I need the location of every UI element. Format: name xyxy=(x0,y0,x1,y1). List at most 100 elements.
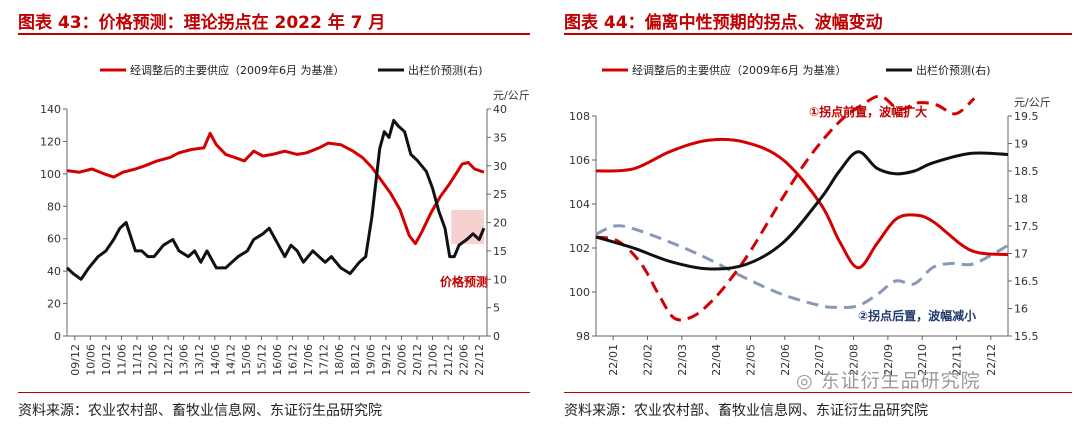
right-source-rule xyxy=(564,392,1072,393)
right-title-rule xyxy=(564,33,1072,35)
left-y-tick-label: 40 xyxy=(47,265,61,278)
left-y-tick-label: 20 xyxy=(47,298,61,311)
right-y2-tick-label: 17 xyxy=(1014,248,1028,261)
right-series-line-price-dashed xyxy=(595,224,1009,309)
right-x-tick-label: 22/08 xyxy=(848,344,861,376)
left-x-tick-label: 14/12 xyxy=(224,344,237,376)
left-chart-title: 图表 43：价格预测：理论拐点在 2022 年 7 月 xyxy=(18,13,386,33)
right-legend-label-price: 出栏价预测(右) xyxy=(916,63,991,77)
right-x-tick-label: 22/02 xyxy=(642,344,655,376)
right-x-tick-label: 22/05 xyxy=(745,344,758,376)
right-series-line-price xyxy=(595,150,1009,271)
left-y2-tick-label: 35 xyxy=(493,131,507,144)
left-x-tick-label: 11/12 xyxy=(131,344,144,376)
right-y-tick-label: 100 xyxy=(569,286,590,299)
left-y2-tick-label: 25 xyxy=(493,188,507,201)
left-x-tick-label: 18/12 xyxy=(349,344,362,376)
left-title-rule xyxy=(18,33,530,35)
left-x-tick-label: 09/12 xyxy=(69,344,82,376)
right-source-note: 资料来源：农业农村部、畜牧业信息网、东证衍生品研究院 xyxy=(564,403,928,419)
left-x-tick-label: 12/06 xyxy=(147,344,160,376)
left-right-axis-unit: 元/公斤 xyxy=(493,89,530,102)
left-y2-tick-label: 30 xyxy=(493,160,507,173)
left-x-tick-label: 16/06 xyxy=(271,344,284,376)
left-source-note: 资料来源：农业农村部、畜牧业信息网、东证衍生品研究院 xyxy=(18,403,382,419)
right-y-tick-label: 108 xyxy=(569,110,590,123)
right-chart-panel: 图表 44：偏离中性预期的拐点、波幅变动 经调整后的主要供应（2009年6月 为… xyxy=(546,0,1080,428)
left-chart-panel: 图表 43：价格预测：理论拐点在 2022 年 7 月 经调整后的主要供应（20… xyxy=(0,0,538,428)
left-series-line-supply xyxy=(66,131,485,246)
right-y2-tick-label: 19 xyxy=(1014,138,1028,151)
left-legend-label-supply: 经调整后的主要供应（2009年6月 为基准） xyxy=(130,63,345,77)
left-y2-tick-label: 5 xyxy=(493,302,500,315)
right-x-tick-label: 22/06 xyxy=(779,344,792,376)
left-y2-tick-label: 20 xyxy=(493,217,507,230)
watermark: ◎ 东证衍生品研究院 xyxy=(796,366,981,393)
right-y-tick-label: 106 xyxy=(569,154,590,167)
left-x-tick-label: 19/12 xyxy=(380,344,393,376)
right-y2-tick-label: 15.5 xyxy=(1014,330,1039,343)
left-x-tick-label: 17/12 xyxy=(318,344,331,376)
left-x-tick-label: 14/06 xyxy=(209,344,222,376)
left-y-tick-label: 100 xyxy=(40,168,61,181)
right-y2-tick-label: 18 xyxy=(1014,193,1028,206)
right-x-tick-label: 22/10 xyxy=(916,344,929,376)
left-x-tick-label: 12/12 xyxy=(162,344,175,376)
left-y2-tick-label: 15 xyxy=(493,245,507,258)
right-x-tick-label: 22/04 xyxy=(710,344,723,376)
left-x-tick-label: 15/12 xyxy=(255,344,268,376)
right-y2-tick-label: 19.5 xyxy=(1014,110,1039,123)
right-series-line-supply xyxy=(595,137,1009,270)
left-x-tick-label: 17/06 xyxy=(302,344,315,376)
right-x-tick-label: 22/09 xyxy=(882,344,895,376)
right-x-tick-label: 22/03 xyxy=(676,344,689,376)
left-x-tick-label: 22/12 xyxy=(473,344,486,376)
left-x-tick-label: 21/06 xyxy=(427,344,440,376)
left-x-tick-label: 22/06 xyxy=(458,344,471,376)
left-y-tick-label: 80 xyxy=(47,200,61,213)
left-annotation-price-forecast: 价格预测 xyxy=(440,274,488,289)
right-chart-svg: 经调整后的主要供应（2009年6月 为基准） 出栏价预测(右) 元/公斤 98 100 1… xyxy=(569,63,1051,376)
left-y-tick-label: 140 xyxy=(40,103,61,116)
left-x-tick-label: 18/06 xyxy=(333,344,346,376)
left-legend-label-price: 出栏价预测(右) xyxy=(408,63,483,77)
right-y-tick-label: 104 xyxy=(569,198,590,211)
left-source-rule xyxy=(18,392,530,393)
left-x-tick-label: 10/12 xyxy=(100,344,113,376)
left-y-tick-label: 120 xyxy=(40,135,61,148)
right-y2-tick-label: 17.5 xyxy=(1014,220,1039,233)
right-y2-tick-label: 16.5 xyxy=(1014,275,1039,288)
right-x-tick-label: 22/12 xyxy=(985,344,998,376)
left-x-tick-label: 11/06 xyxy=(115,344,128,376)
left-x-tick-label: 21/12 xyxy=(442,344,455,376)
left-y2-tick-label: 0 xyxy=(493,330,500,343)
right-x-tick-label: 22/07 xyxy=(813,344,826,376)
left-x-tick-label: 13/12 xyxy=(193,344,206,376)
left-x-tick-label: 20/12 xyxy=(411,344,424,376)
right-y2-tick-label: 16 xyxy=(1014,303,1028,316)
right-y-tick-label: 98 xyxy=(576,330,590,343)
right-x-tick-label: 22/01 xyxy=(607,344,620,376)
right-x-tick-label: 22/11 xyxy=(951,344,964,376)
left-y2-tick-label: 40 xyxy=(493,103,507,116)
right-right-axis-unit: 元/公斤 xyxy=(1014,96,1051,109)
right-annotation-1: ①拐点前置，波幅扩大 xyxy=(809,104,927,119)
left-x-tick-label: 16/12 xyxy=(287,344,300,376)
wechat-icon: ◎ xyxy=(796,370,821,392)
left-series-line-price xyxy=(65,118,486,281)
left-y-tick-label: 60 xyxy=(47,233,61,246)
right-y-tick-label: 102 xyxy=(569,242,590,255)
left-x-tick-label: 15/06 xyxy=(240,344,253,376)
left-x-tick-label: 20/06 xyxy=(395,344,408,376)
left-x-tick-label: 19/06 xyxy=(364,344,377,376)
left-x-tick-label: 10/06 xyxy=(84,344,97,376)
left-y-tick-label: 0 xyxy=(54,330,61,343)
right-chart-title: 图表 44：偏离中性预期的拐点、波幅变动 xyxy=(564,13,883,33)
watermark-text: 东证衍生品研究院 xyxy=(820,370,981,392)
left-chart-svg: 经调整后的主要供应（2009年6月 为基准） 出栏价预测(右) 元/公斤 0 20 40 6… xyxy=(40,63,530,376)
left-x-tick-label: 13/06 xyxy=(178,344,191,376)
right-y2-tick-label: 18.5 xyxy=(1014,165,1039,178)
right-annotation-2: ②拐点后置，波幅减小 xyxy=(858,308,976,323)
right-series-line-supply-dashed xyxy=(595,94,976,322)
left-y2-tick-label: 10 xyxy=(493,273,507,286)
